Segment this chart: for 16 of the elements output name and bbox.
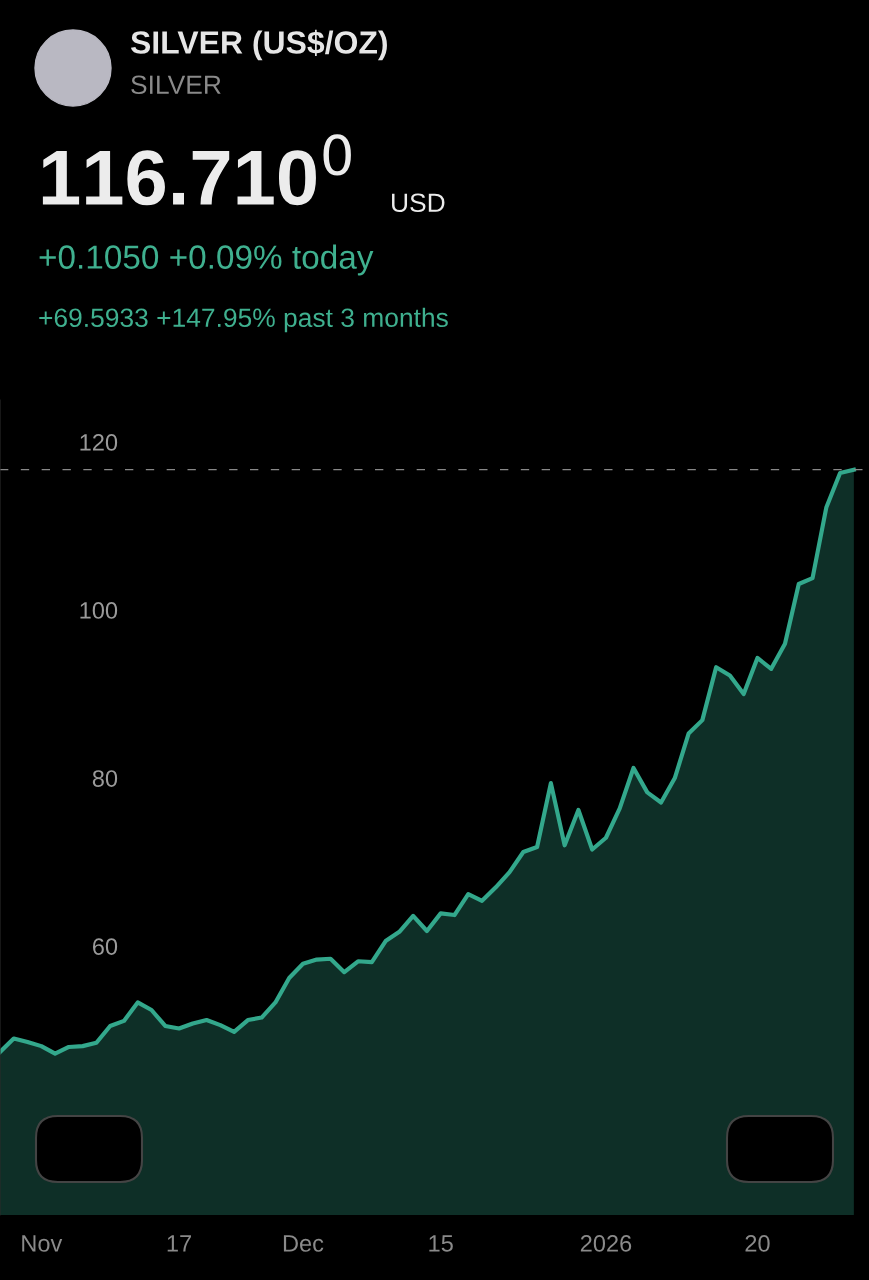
x-tick-label: 17 xyxy=(167,1235,191,1252)
x-tick-label: Nov xyxy=(22,1235,63,1252)
y-tick-label: 80 xyxy=(92,770,118,787)
y-tick-label: 120 xyxy=(80,434,118,451)
text: USD xyxy=(392,193,445,213)
y-tick-label: 100 xyxy=(80,602,118,619)
y-tick-label: 60 xyxy=(92,938,118,955)
chart-subtitle: SILVER xyxy=(131,75,221,95)
text: 116.710$^{0}$ xyxy=(42,134,351,206)
text: +0.1050 +0.09% today xyxy=(39,244,374,276)
x-tick-label: 15 xyxy=(429,1235,453,1252)
x-tick-label: Dec xyxy=(283,1235,324,1252)
text: +69.5933 +147.95% past 3 months xyxy=(39,307,448,333)
chart-title: SILVER (US$/OZ) xyxy=(130,29,387,61)
x-tick-label: 20 xyxy=(745,1235,770,1252)
x-tick-label: 2026 xyxy=(580,1235,632,1252)
